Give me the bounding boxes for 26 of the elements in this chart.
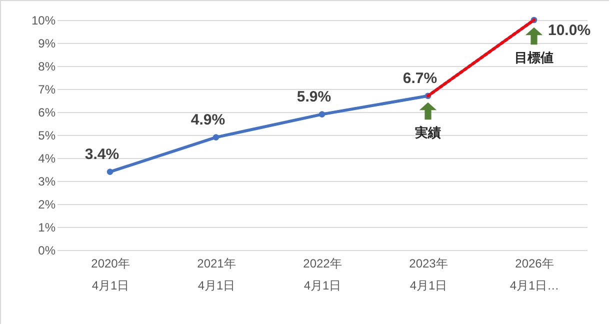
x-tick-label: 2023年 4月1日 bbox=[409, 256, 448, 292]
x-tick-label: 2020年 4月1日 bbox=[91, 256, 130, 292]
y-tick-label: 10% bbox=[31, 14, 56, 28]
point bbox=[318, 111, 326, 118]
annotation: 実績 bbox=[414, 125, 441, 140]
x-tick-label: 2021年 4月1日 bbox=[197, 256, 236, 292]
point bbox=[212, 134, 220, 140]
y-tick-label: 1% bbox=[38, 220, 56, 234]
point bbox=[106, 168, 114, 175]
data-label: 4.9% bbox=[190, 111, 226, 128]
y-tick-label: 8% bbox=[38, 60, 56, 74]
y-tick-label: 4% bbox=[38, 152, 56, 166]
y-tick-label: 7% bbox=[38, 82, 56, 96]
y-tick-label: 5% bbox=[38, 128, 56, 142]
data-label: 5.9% bbox=[296, 88, 332, 106]
y-tick-label: 6% bbox=[38, 106, 56, 120]
x-tick-label: 2022年 4月1日 bbox=[303, 256, 342, 292]
data-label: 3.4% bbox=[84, 146, 120, 163]
annotation: 目標値 bbox=[514, 50, 554, 65]
y-tick-label: 0% bbox=[38, 244, 56, 258]
x-tick-label: 2026年 4月1日… bbox=[510, 256, 560, 292]
y-tick-label: 9% bbox=[38, 36, 56, 50]
data-label: 10.0% bbox=[548, 22, 591, 39]
y-tick-label: 3% bbox=[38, 174, 56, 188]
y-tick-label: 2% bbox=[38, 198, 56, 212]
data-label: 6.7% bbox=[402, 70, 438, 87]
